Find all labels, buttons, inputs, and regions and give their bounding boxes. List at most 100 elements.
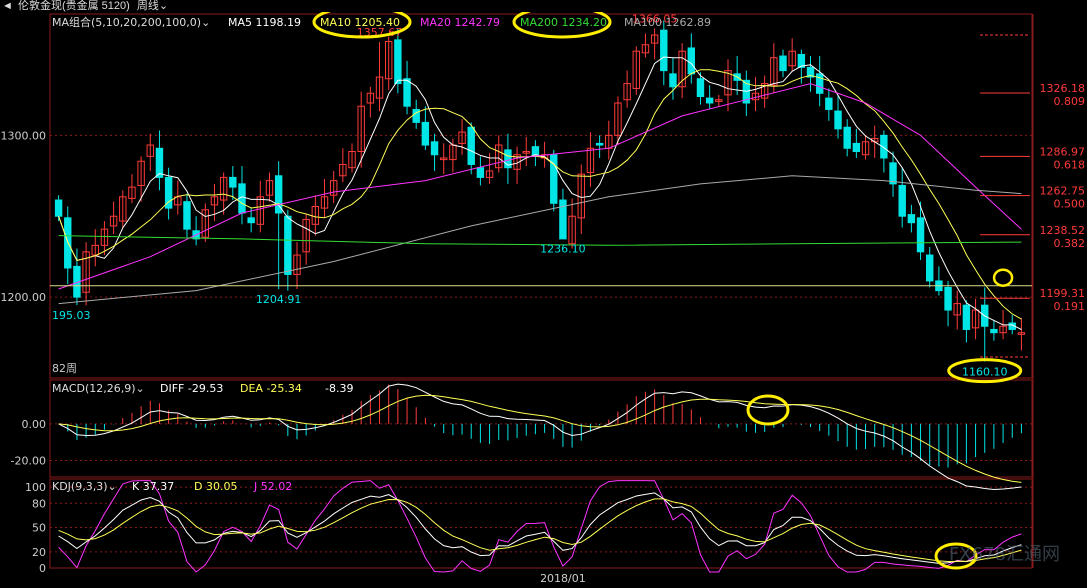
low3-label: 1236.10 bbox=[540, 243, 586, 256]
candle-body bbox=[678, 50, 686, 88]
main-tick-label: 1300.00 bbox=[1, 129, 47, 142]
candle-body bbox=[916, 217, 925, 253]
candle-body bbox=[953, 303, 961, 316]
candle bbox=[742, 70, 751, 116]
candle bbox=[467, 122, 475, 175]
candle-body bbox=[109, 215, 118, 227]
kdj-tick-label: 50 bbox=[32, 522, 46, 535]
fib-price-label: 1286.97 bbox=[1040, 145, 1086, 158]
candle bbox=[586, 132, 595, 188]
macd-panel-frame bbox=[49, 379, 1033, 478]
candle-body bbox=[210, 196, 219, 206]
candle bbox=[650, 28, 659, 60]
ma200-legend: MA200 1234.20 bbox=[520, 16, 607, 29]
candle bbox=[696, 72, 705, 105]
highlight-ellipse-kdj bbox=[934, 542, 978, 570]
macd-dea-line bbox=[58, 394, 1022, 483]
candle-body bbox=[440, 157, 448, 161]
candle bbox=[531, 140, 540, 167]
ma10-line bbox=[58, 69, 1022, 320]
candle bbox=[320, 179, 329, 218]
candle-body bbox=[852, 142, 861, 153]
candle-body bbox=[320, 196, 329, 209]
candle bbox=[715, 94, 723, 107]
candle bbox=[705, 85, 714, 110]
macd-tick-label: -20.00 bbox=[11, 455, 46, 468]
candle bbox=[348, 143, 356, 173]
candle-body bbox=[128, 186, 136, 199]
macd-tick-label: 0.00 bbox=[22, 418, 47, 431]
candle bbox=[595, 135, 604, 158]
candle bbox=[880, 130, 888, 173]
kdj-k-line bbox=[58, 492, 1022, 564]
candle-body bbox=[284, 215, 292, 275]
fib-ratio-label: 0.382 bbox=[1054, 237, 1086, 250]
candle-body bbox=[880, 134, 888, 159]
candle bbox=[155, 130, 164, 191]
candle-body bbox=[164, 176, 173, 209]
candle-body bbox=[394, 39, 402, 85]
candle bbox=[916, 201, 925, 260]
candle bbox=[641, 33, 650, 58]
candle-body bbox=[806, 66, 815, 78]
candle bbox=[504, 133, 512, 184]
candle bbox=[559, 188, 567, 240]
candle-body bbox=[999, 325, 1007, 334]
candle bbox=[962, 300, 971, 343]
candle-body bbox=[495, 144, 503, 169]
candle-body bbox=[595, 142, 604, 146]
candle-body bbox=[302, 218, 310, 253]
candle-body bbox=[788, 50, 796, 67]
candle bbox=[109, 201, 118, 235]
candle-body bbox=[990, 328, 998, 334]
candle bbox=[577, 164, 585, 235]
candle-body bbox=[944, 286, 952, 311]
candle bbox=[329, 170, 338, 204]
candle bbox=[687, 33, 696, 84]
candle-body bbox=[513, 154, 521, 170]
candle bbox=[834, 94, 842, 139]
kdj-tick-label: 20 bbox=[32, 546, 46, 559]
candle bbox=[100, 221, 109, 256]
candle-body bbox=[458, 131, 466, 144]
candle bbox=[430, 133, 439, 171]
fib-ratio-label: 0.809 bbox=[1054, 95, 1086, 108]
low-left-label: 195.03 bbox=[52, 309, 91, 322]
ma200-line bbox=[58, 235, 1022, 246]
candle-body bbox=[898, 184, 906, 217]
candle-body bbox=[91, 244, 99, 256]
low-recent-label: 1160.10 bbox=[962, 366, 1008, 379]
candle bbox=[614, 96, 622, 146]
period-selector[interactable]: 周线⌄ bbox=[136, 0, 169, 12]
candle bbox=[339, 148, 347, 183]
candle bbox=[311, 195, 320, 236]
candle bbox=[495, 135, 503, 173]
ma-legend-name: MA组合(5,10,20,200,100,0)⌄ bbox=[52, 15, 210, 29]
candle bbox=[229, 166, 237, 201]
ma100-line bbox=[58, 175, 1022, 305]
candle-body bbox=[770, 57, 778, 86]
fib-price-label: 1326.18 bbox=[1040, 82, 1086, 95]
fib-ratio-label: 0.618 bbox=[1054, 158, 1086, 171]
candle bbox=[971, 298, 980, 340]
main-tick-label: 1200.00 bbox=[1, 291, 47, 304]
macd-dea-legend: DEA -25.34 bbox=[240, 382, 302, 395]
candle-body bbox=[183, 201, 191, 230]
candle bbox=[458, 119, 466, 155]
candle bbox=[724, 59, 732, 112]
candle bbox=[192, 216, 200, 246]
ma20-legend: MA20 1242.79 bbox=[420, 16, 500, 29]
watermark-text: FX678汇通网 bbox=[949, 544, 1060, 565]
candle-body bbox=[559, 199, 567, 240]
kdj-tick-label: 0 bbox=[39, 562, 46, 575]
candle-body bbox=[366, 92, 375, 104]
candle-body bbox=[971, 309, 980, 329]
candle bbox=[660, 20, 668, 86]
kdj-d-line bbox=[58, 498, 1022, 563]
candle bbox=[476, 156, 485, 186]
fib-price-label: 1238.52 bbox=[1040, 224, 1086, 237]
candle-body bbox=[247, 217, 255, 224]
ellipsis-icon[interactable]: ◄ bbox=[2, 0, 13, 12]
candle bbox=[669, 57, 677, 100]
